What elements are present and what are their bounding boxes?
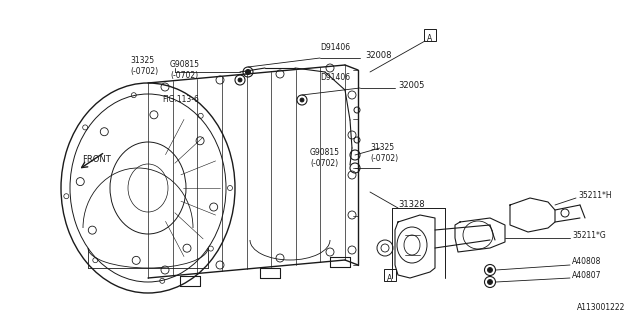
Circle shape bbox=[488, 268, 493, 273]
Text: 31325
(-0702): 31325 (-0702) bbox=[370, 143, 398, 163]
Text: G90815
(-0702): G90815 (-0702) bbox=[310, 148, 340, 168]
Circle shape bbox=[246, 69, 250, 75]
Text: 35211*H: 35211*H bbox=[578, 190, 612, 199]
Text: A113001222: A113001222 bbox=[577, 303, 625, 312]
Bar bbox=[424, 29, 436, 41]
Text: A40807: A40807 bbox=[572, 270, 602, 279]
Circle shape bbox=[238, 78, 242, 82]
Text: A: A bbox=[428, 34, 433, 43]
Text: A40808: A40808 bbox=[572, 258, 602, 267]
Text: FIG.113-6: FIG.113-6 bbox=[162, 95, 199, 104]
Text: 32005: 32005 bbox=[398, 81, 424, 90]
Bar bbox=[384, 269, 396, 281]
Text: 31325
(-0702): 31325 (-0702) bbox=[130, 56, 158, 76]
Text: 32008: 32008 bbox=[365, 51, 392, 60]
Text: 35211*G: 35211*G bbox=[572, 230, 605, 239]
Text: FRONT: FRONT bbox=[82, 156, 111, 164]
Text: G90815
(-0702): G90815 (-0702) bbox=[170, 60, 200, 80]
Circle shape bbox=[488, 279, 493, 284]
Text: D91406: D91406 bbox=[320, 73, 350, 82]
Circle shape bbox=[300, 98, 304, 102]
Text: D91406: D91406 bbox=[320, 43, 350, 52]
Text: 31328: 31328 bbox=[398, 200, 424, 209]
Text: A: A bbox=[387, 274, 392, 283]
